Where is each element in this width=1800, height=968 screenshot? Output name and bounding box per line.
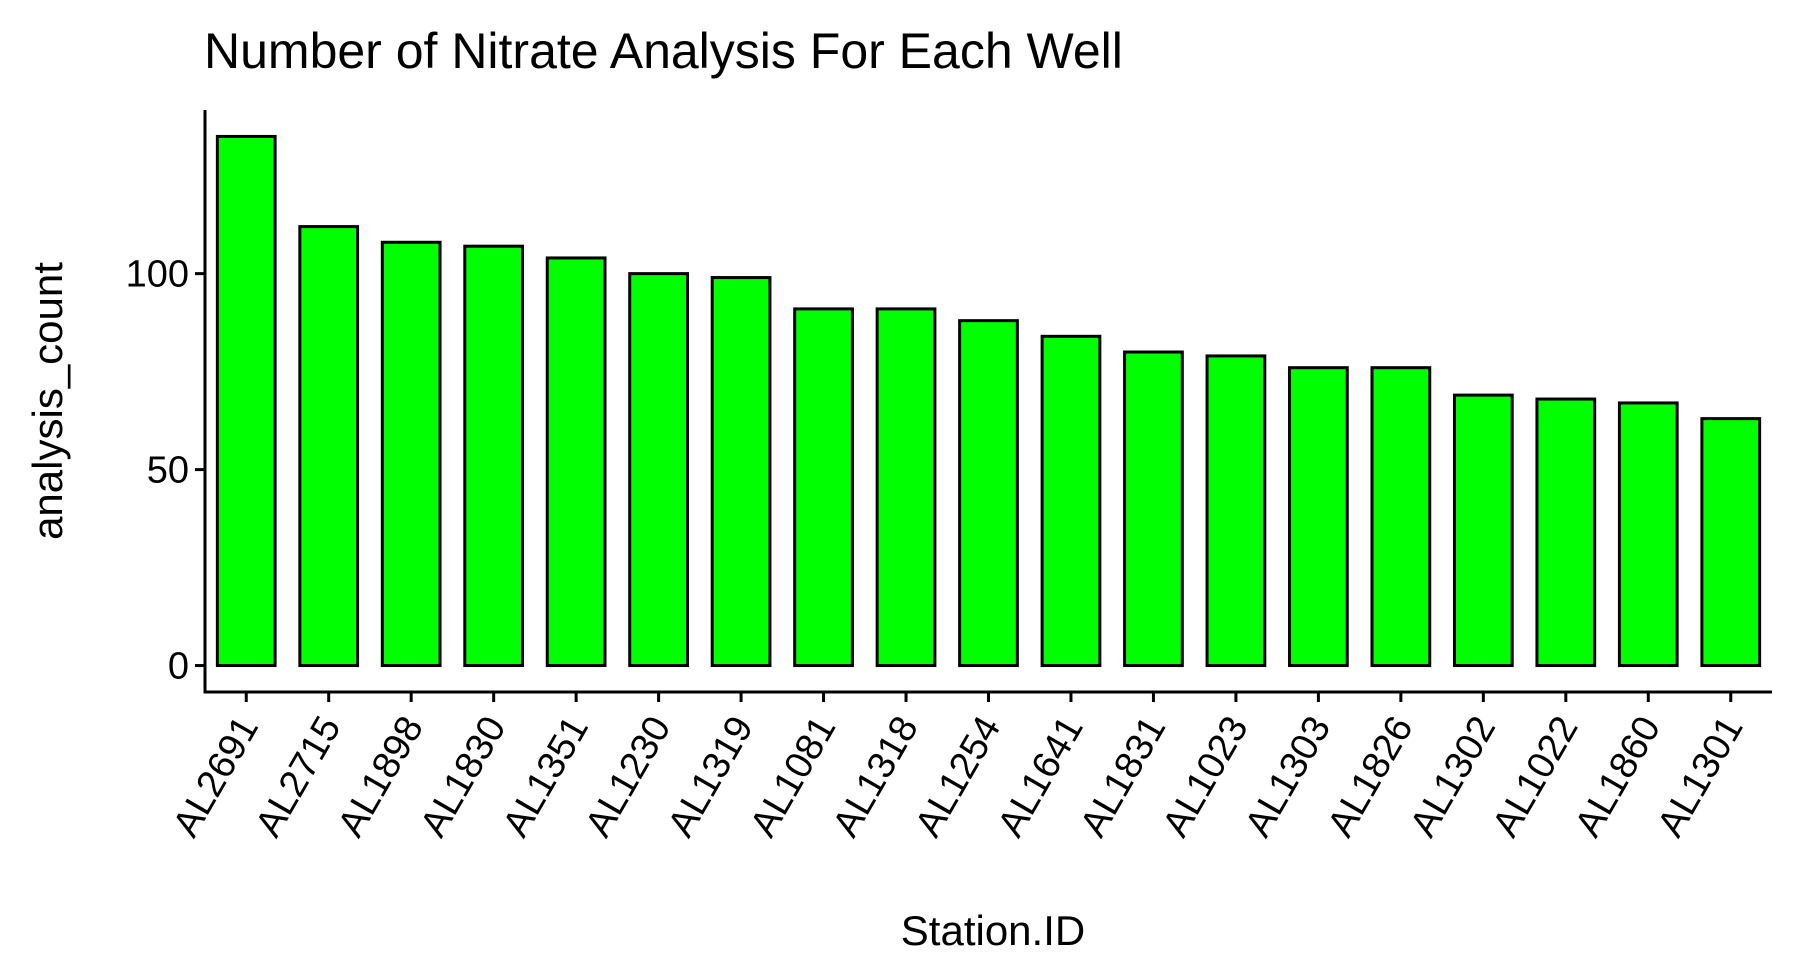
x-axis-ticks: AL2691AL2715AL1898AL1830AL1351AL1230AL13… [165,692,1752,844]
bar-al1023 [1205,354,1267,668]
bar-al1022 [1535,397,1597,668]
bars-group [215,134,1762,668]
bar-al1230 [628,272,689,668]
y-axis-ticks: 0 50 100 [126,254,205,688]
y-tick-label: 0 [168,646,189,688]
y-tick-label: 50 [147,450,189,492]
bar-al1302 [1452,393,1514,668]
bar-al1081 [793,307,854,668]
bar-al1831 [1123,350,1184,668]
bar-al1641 [1040,334,1102,668]
y-axis-title: analysis_count [24,262,71,540]
x-axis-title: Station.ID [901,907,1085,954]
bar-al2691 [215,134,277,668]
y-tick-label: 100 [126,254,189,296]
chart-title: Number of Nitrate Analysis For Each Well [204,23,1123,79]
bar-al1351 [545,256,607,668]
bar-al1301 [1700,417,1762,668]
bar-al1826 [1370,366,1432,668]
bar-al1319 [710,276,772,668]
bar-al1898 [380,240,442,668]
bar-al1860 [1617,401,1679,668]
bar-al1830 [463,244,525,668]
bar-al2715 [298,225,360,668]
bar-al1254 [958,319,1019,668]
bar-al1303 [1288,366,1349,668]
bar-al1318 [875,307,937,668]
